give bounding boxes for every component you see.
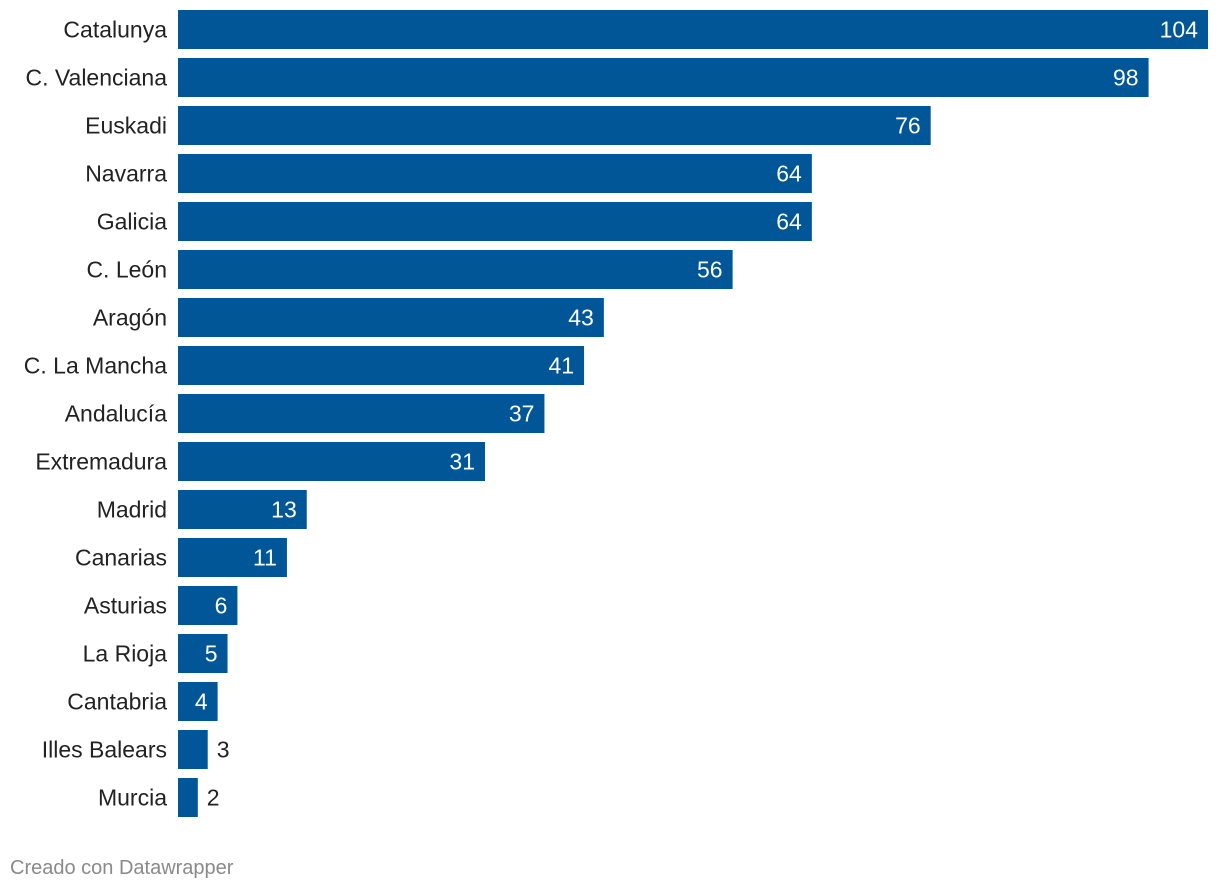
value-label: 76 bbox=[895, 113, 921, 139]
bar[interactable] bbox=[178, 538, 287, 577]
bar[interactable] bbox=[178, 298, 604, 337]
value-label: 64 bbox=[776, 209, 802, 235]
bar[interactable] bbox=[178, 58, 1149, 97]
value-label: 6 bbox=[215, 593, 228, 619]
bar[interactable] bbox=[178, 106, 931, 145]
value-label: 41 bbox=[548, 353, 574, 379]
bar[interactable] bbox=[178, 730, 208, 769]
bar[interactable] bbox=[178, 346, 585, 385]
bar[interactable] bbox=[178, 634, 228, 673]
category-label: Catalunya bbox=[63, 17, 167, 43]
value-label: 13 bbox=[271, 497, 297, 523]
bar[interactable] bbox=[178, 10, 1208, 49]
category-label: Canarias bbox=[75, 545, 167, 571]
category-label: La Rioja bbox=[83, 641, 168, 667]
category-label: Illes Balears bbox=[42, 737, 167, 763]
category-label: C. León bbox=[86, 257, 167, 283]
category-label: Asturias bbox=[84, 593, 167, 619]
category-label: Madrid bbox=[97, 497, 167, 523]
value-label: 3 bbox=[217, 737, 230, 763]
value-label: 2 bbox=[207, 785, 220, 811]
bar[interactable] bbox=[178, 586, 238, 625]
bar[interactable] bbox=[178, 154, 812, 193]
bar[interactable] bbox=[178, 250, 733, 289]
bar[interactable] bbox=[178, 682, 218, 721]
value-label: 31 bbox=[449, 449, 475, 475]
category-label: Extremadura bbox=[35, 449, 167, 475]
bar[interactable] bbox=[178, 778, 198, 817]
bar[interactable] bbox=[178, 490, 307, 529]
category-label: C. Valenciana bbox=[26, 65, 168, 91]
category-label: Navarra bbox=[85, 161, 167, 187]
category-label: Euskadi bbox=[85, 113, 167, 139]
credit-text[interactable]: Creado con Datawrapper bbox=[10, 857, 234, 879]
category-label: Murcia bbox=[98, 785, 167, 811]
category-label: C. La Mancha bbox=[24, 353, 167, 379]
value-label: 56 bbox=[697, 257, 723, 283]
bar[interactable] bbox=[178, 202, 812, 241]
value-label: 11 bbox=[253, 545, 277, 571]
category-label: Aragón bbox=[93, 305, 167, 331]
value-label: 43 bbox=[568, 305, 594, 331]
bar[interactable] bbox=[178, 442, 486, 481]
value-label: 37 bbox=[509, 401, 535, 427]
value-label: 104 bbox=[1160, 17, 1199, 43]
value-label: 64 bbox=[776, 161, 802, 187]
category-label: Galicia bbox=[97, 209, 168, 235]
bar[interactable] bbox=[178, 394, 545, 433]
value-label: 5 bbox=[205, 641, 218, 667]
value-label: 98 bbox=[1113, 65, 1139, 91]
category-label: Cantabria bbox=[67, 689, 167, 715]
value-label: 4 bbox=[195, 689, 208, 715]
category-label: Andalucía bbox=[65, 401, 168, 427]
